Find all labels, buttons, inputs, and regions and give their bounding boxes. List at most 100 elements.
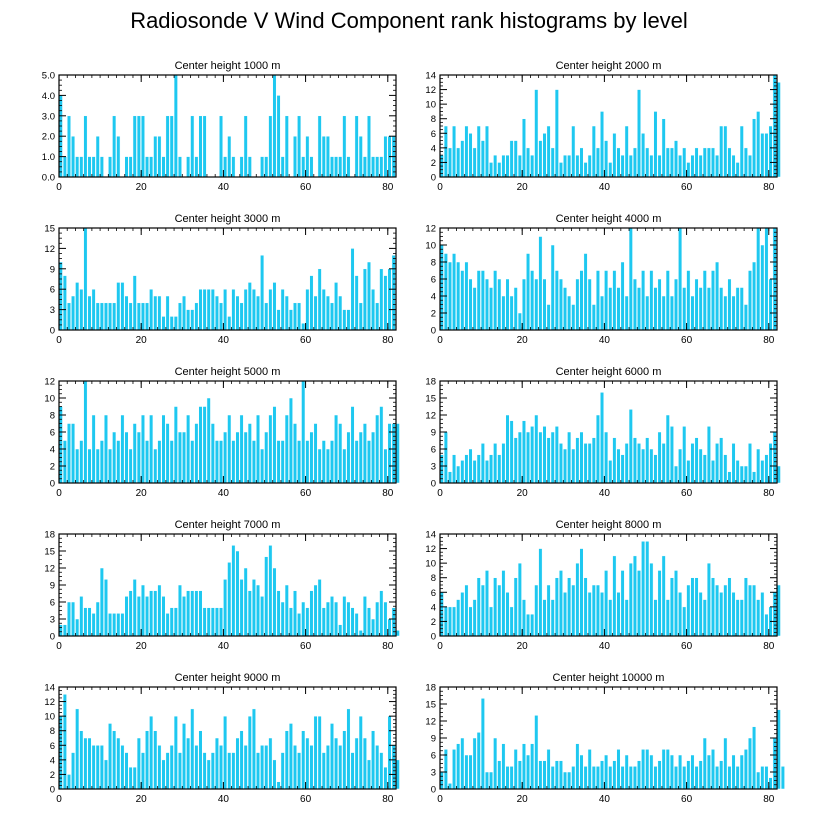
histogram-bar bbox=[682, 766, 687, 790]
histogram-bar bbox=[354, 737, 359, 790]
histogram-bar bbox=[563, 448, 568, 484]
histogram-bar bbox=[309, 431, 314, 484]
histogram-bar bbox=[484, 570, 489, 637]
histogram-bar bbox=[91, 414, 96, 484]
histogram-bar bbox=[698, 592, 703, 637]
histogram-bar bbox=[210, 423, 215, 484]
histogram-bar bbox=[375, 302, 380, 331]
panel-title: Center height 3000 m bbox=[175, 213, 281, 225]
x-tick-label: 40 bbox=[599, 182, 611, 193]
histogram-bar bbox=[223, 579, 228, 637]
histogram-bar bbox=[161, 596, 166, 637]
histogram-bar bbox=[674, 140, 679, 178]
histogram-bar bbox=[764, 133, 769, 178]
histogram-panel: Center height 1000 m 0 20 40 60 80 0.0 1.0 2.0 3.… bbox=[42, 60, 397, 193]
histogram-bar bbox=[739, 125, 744, 178]
histogram-bar bbox=[526, 253, 531, 331]
histogram-bar bbox=[272, 282, 277, 331]
histogram-bar bbox=[297, 752, 302, 790]
histogram-bar bbox=[145, 440, 150, 484]
histogram-bar bbox=[165, 752, 170, 790]
histogram-bar bbox=[710, 749, 716, 790]
histogram-bar bbox=[665, 270, 670, 331]
histogram-bar bbox=[526, 613, 531, 637]
histogram-bar bbox=[587, 443, 592, 484]
histogram-bar bbox=[752, 118, 757, 178]
histogram-bar bbox=[321, 440, 326, 484]
histogram-bar bbox=[297, 613, 302, 637]
histogram-bar bbox=[186, 309, 191, 331]
x-tick-label: 20 bbox=[517, 335, 529, 346]
histogram-bar bbox=[145, 730, 150, 790]
histogram-panel: Center height 9000 m 0 20 40 60 80 0 2 4 6 8 10 12 14 bbox=[44, 672, 400, 805]
histogram-bar bbox=[447, 606, 452, 637]
y-tick-label: 12 bbox=[425, 85, 436, 96]
histogram-bar bbox=[554, 89, 559, 178]
histogram-bar bbox=[706, 147, 711, 178]
y-tick-label: 8 bbox=[431, 258, 436, 269]
histogram-bar bbox=[284, 414, 289, 484]
histogram-bar bbox=[571, 766, 576, 790]
histogram-bar bbox=[202, 607, 207, 637]
histogram-bar bbox=[595, 414, 600, 484]
histogram-bar bbox=[501, 295, 506, 331]
histogram-bar bbox=[604, 570, 609, 637]
histogram-bar bbox=[99, 567, 104, 637]
histogram-bar bbox=[153, 135, 158, 178]
panel-title: Center height 5000 m bbox=[175, 366, 281, 378]
histogram-bar bbox=[563, 154, 568, 178]
histogram-bar bbox=[637, 443, 642, 484]
histogram-bar bbox=[136, 431, 141, 484]
histogram-bar bbox=[505, 414, 510, 484]
histogram-bar bbox=[661, 749, 666, 790]
x-tick-label: 80 bbox=[763, 335, 775, 346]
histogram-bar bbox=[338, 745, 343, 790]
histogram-bar bbox=[284, 584, 289, 637]
histogram-bar bbox=[678, 592, 683, 637]
histogram-bar bbox=[571, 448, 576, 484]
histogram-bar bbox=[456, 261, 461, 331]
y-tick-label: 4 bbox=[431, 292, 436, 303]
histogram-bar bbox=[600, 760, 605, 790]
histogram-bar bbox=[350, 248, 355, 331]
histogram-bar bbox=[219, 115, 224, 178]
histogram-bar bbox=[66, 423, 71, 484]
histogram-bar bbox=[595, 584, 600, 637]
histogram-bar bbox=[99, 156, 104, 178]
histogram-bar bbox=[604, 140, 609, 178]
histogram-bar bbox=[198, 590, 203, 637]
histogram-bar bbox=[509, 606, 514, 637]
histogram-bar bbox=[260, 254, 265, 331]
histogram-bar bbox=[157, 440, 162, 484]
x-tick-label: 20 bbox=[136, 488, 148, 499]
histogram-bar bbox=[600, 592, 605, 637]
histogram-bar bbox=[521, 118, 526, 178]
histogram-bar bbox=[526, 431, 531, 484]
histogram-bar bbox=[567, 154, 572, 178]
histogram-bar bbox=[325, 601, 330, 637]
histogram-bar bbox=[227, 316, 232, 331]
histogram-bar bbox=[268, 737, 273, 790]
histogram-bar bbox=[546, 304, 551, 331]
histogram-bar bbox=[132, 115, 137, 178]
histogram-bar bbox=[342, 596, 347, 637]
x-tick-label: 60 bbox=[300, 488, 312, 499]
histogram-bar bbox=[186, 156, 191, 178]
histogram-bar bbox=[231, 156, 236, 178]
histogram-bar bbox=[140, 752, 145, 790]
histogram-bar bbox=[391, 254, 396, 331]
histogram-bar bbox=[120, 414, 125, 484]
histogram-bar bbox=[464, 754, 469, 790]
histogram-bar bbox=[674, 766, 679, 790]
histogram-bar bbox=[153, 590, 158, 637]
histogram-bar bbox=[702, 599, 707, 637]
y-tick-label: 12 bbox=[44, 244, 55, 255]
histogram-bar bbox=[161, 316, 166, 331]
histogram-bar bbox=[657, 278, 662, 331]
histogram-bar bbox=[309, 156, 314, 178]
histogram-bar bbox=[608, 460, 613, 484]
histogram-bar bbox=[620, 154, 625, 178]
histogram-bar bbox=[768, 777, 773, 790]
histogram-bar bbox=[62, 275, 67, 331]
histogram-bar bbox=[194, 302, 199, 331]
